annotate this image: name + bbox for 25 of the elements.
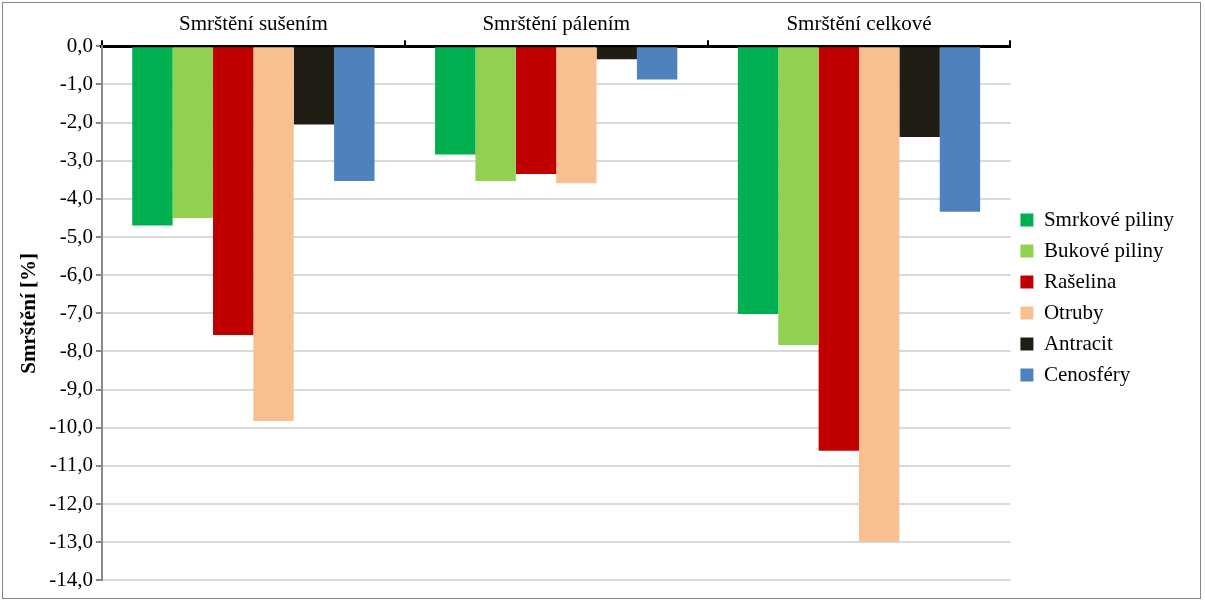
legend-label: Rašelina — [1043, 268, 1117, 293]
y-tick-label: -10,0 — [49, 414, 93, 439]
y-tick-label: -7,0 — [59, 299, 93, 324]
y-tick-label: 0,0 — [66, 32, 93, 57]
legend-label: Cenosféry — [1043, 361, 1131, 386]
legend-label: Antracit — [1043, 330, 1113, 355]
y-tick-label: -3,0 — [59, 147, 93, 172]
x-tick-label: Smrštění pálením — [482, 11, 630, 36]
y-tick-label: -5,0 — [59, 223, 93, 248]
x-tick-label: Smrštění sušením — [178, 11, 328, 36]
y-axis-title: Smrštění [%] — [16, 252, 41, 374]
legend-label: Otruby — [1043, 299, 1104, 324]
y-tick-label: -2,0 — [59, 109, 93, 134]
y-tick-label: -6,0 — [59, 261, 93, 286]
legend-label: Bukové piliny — [1043, 237, 1164, 262]
y-tick-label: -1,0 — [59, 70, 93, 95]
y-tick-label: -11,0 — [49, 452, 93, 477]
y-tick-label: -14,0 — [49, 566, 93, 591]
x-tick-label: Smrštění celkové — [786, 11, 932, 36]
y-tick-label: -13,0 — [49, 528, 93, 553]
legend-label: Smrkové piliny — [1043, 206, 1175, 231]
y-tick-label: -4,0 — [59, 185, 93, 210]
y-tick-label: -8,0 — [59, 337, 93, 362]
y-tick-label: -9,0 — [59, 376, 93, 401]
y-tick-label: -12,0 — [49, 490, 93, 515]
